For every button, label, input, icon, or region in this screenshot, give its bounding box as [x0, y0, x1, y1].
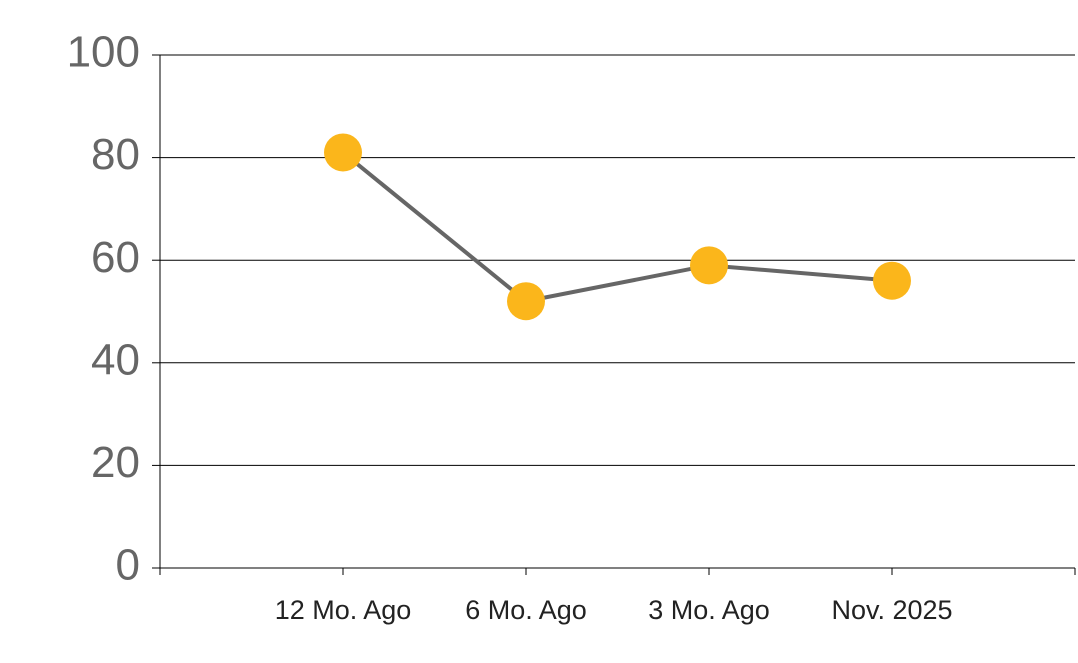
- marker: [507, 282, 545, 321]
- x-tick-label: Nov. 2025: [831, 595, 952, 625]
- y-tick-label: 0: [116, 541, 140, 590]
- x-tick-label: 3 Mo. Ago: [648, 595, 770, 625]
- y-tick-label: 80: [91, 130, 140, 179]
- y-tick-label: 20: [91, 438, 140, 487]
- marker: [324, 133, 362, 172]
- y-tick-label: 100: [67, 28, 140, 77]
- y-tick-label: 60: [91, 233, 140, 282]
- x-tick-label: 12 Mo. Ago: [275, 595, 412, 625]
- marker: [690, 246, 728, 285]
- x-tick-label: 6 Mo. Ago: [465, 595, 587, 625]
- line: [341, 150, 893, 304]
- marker: [873, 261, 911, 300]
- y-tick-label: 40: [91, 335, 140, 384]
